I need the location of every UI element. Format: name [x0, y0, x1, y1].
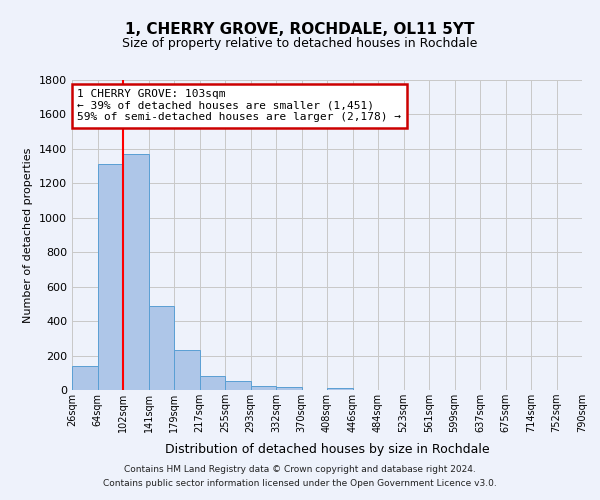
Bar	[276, 388, 302, 390]
X-axis label: Distribution of detached houses by size in Rochdale: Distribution of detached houses by size …	[164, 444, 490, 456]
Bar	[72, 366, 97, 390]
Bar	[327, 388, 353, 390]
Y-axis label: Number of detached properties: Number of detached properties	[23, 148, 34, 322]
Bar	[97, 164, 123, 390]
Text: 1 CHERRY GROVE: 103sqm
← 39% of detached houses are smaller (1,451)
59% of semi-: 1 CHERRY GROVE: 103sqm ← 39% of detached…	[77, 90, 401, 122]
Bar	[174, 350, 199, 390]
Text: 1, CHERRY GROVE, ROCHDALE, OL11 5YT: 1, CHERRY GROVE, ROCHDALE, OL11 5YT	[125, 22, 475, 38]
Bar	[225, 382, 251, 390]
Bar	[123, 154, 149, 390]
Text: Size of property relative to detached houses in Rochdale: Size of property relative to detached ho…	[122, 38, 478, 51]
Bar	[199, 376, 225, 390]
Bar	[251, 386, 276, 390]
Bar	[149, 306, 174, 390]
Text: Contains HM Land Registry data © Crown copyright and database right 2024.
Contai: Contains HM Land Registry data © Crown c…	[103, 466, 497, 487]
